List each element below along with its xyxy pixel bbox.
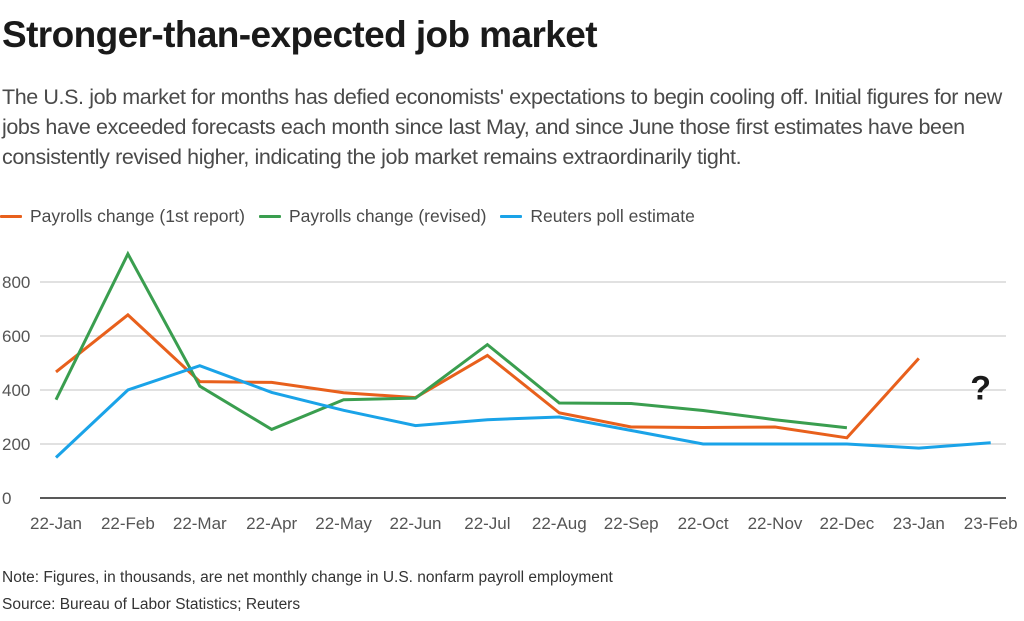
x-tick-label: 22-Feb [101, 514, 155, 533]
series-lines [54, 250, 991, 459]
legend-label-revised: Payrolls change (revised) [288, 206, 487, 226]
x-tick-label: 22-Apr [246, 514, 297, 533]
y-tick-label: 0 [2, 489, 11, 508]
y-tick-label: 600 [2, 327, 30, 346]
footnote: Note: Figures, in thousands, are net mon… [2, 569, 613, 586]
x-tick-label: 22-Jul [464, 514, 510, 533]
source-line: Source: Bureau of Labor Statistics; Reut… [2, 596, 301, 613]
legend-swatch-poll [500, 215, 523, 218]
question-mark-annotation: ? [970, 369, 991, 407]
chart-title: Stronger-than-expected job market [2, 14, 598, 55]
x-tick-label: 22-Dec [819, 514, 874, 533]
legend-swatch-first-report [0, 215, 22, 218]
legend: Payrolls change (1st report) Payrolls ch… [0, 206, 709, 227]
gridlines [40, 281, 1006, 499]
x-tick-label: 22-Mar [173, 514, 227, 533]
legend-item-first-report: Payrolls change (1st report) [0, 206, 245, 227]
x-tick-label: 23-Jan [893, 514, 945, 533]
x-tick-label: 23-Feb [964, 514, 1018, 533]
legend-swatch-revised [258, 215, 281, 218]
x-tick-label: 22-Aug [532, 514, 587, 533]
x-tick-label: 22-Jun [390, 514, 442, 533]
y-axis-ticks: 0 200 400 600 800 [2, 273, 30, 508]
legend-label-first-report: Payrolls change (1st report) [30, 206, 245, 226]
x-axis-ticks: 22-Jan 22-Feb 22-Mar 22-Apr 22-May 22-Jun 22-J… [30, 514, 1018, 533]
x-tick-label: 22-Sep [604, 514, 659, 533]
x-tick-label: 22-May [315, 514, 372, 533]
series-line-revised [54, 250, 848, 432]
series-line-poll-estimate [54, 364, 991, 459]
annotations: ? [970, 369, 991, 407]
y-tick-label: 400 [2, 381, 30, 400]
legend-item-poll: Reuters poll estimate [500, 206, 695, 227]
chart-subtitle: The U.S. job market for months has defie… [2, 85, 1002, 169]
x-tick-label: 22-Jan [30, 514, 82, 533]
legend-item-revised: Payrolls change (revised) [258, 206, 487, 227]
legend-label-poll: Reuters poll estimate [530, 206, 695, 226]
x-tick-label: 22-Nov [748, 514, 803, 533]
y-tick-label: 200 [2, 435, 30, 454]
x-tick-label: 22-Oct [678, 514, 729, 533]
y-tick-label: 800 [2, 273, 30, 292]
